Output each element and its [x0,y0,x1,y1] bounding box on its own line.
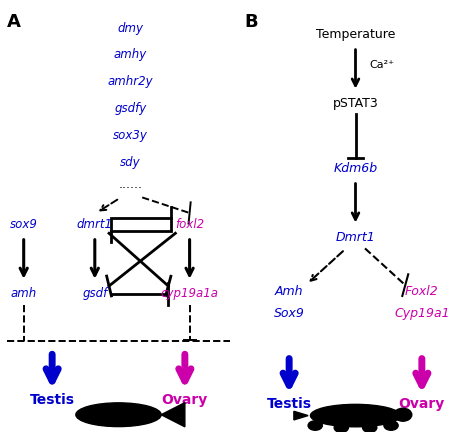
Text: sdy: sdy [120,156,141,168]
Text: B: B [244,13,258,31]
Text: Dmrt1: Dmrt1 [336,231,375,244]
Text: dmy: dmy [118,22,143,35]
Text: Ovary: Ovary [399,397,445,411]
Text: Cyp19a1: Cyp19a1 [394,307,450,320]
Text: amh: amh [10,287,37,300]
Text: gsdfy: gsdfy [114,102,146,115]
Text: pSTAT3: pSTAT3 [333,97,378,110]
Text: sox3y: sox3y [113,129,148,142]
Text: A: A [7,13,21,31]
Text: gsdf: gsdf [82,287,108,300]
Ellipse shape [334,423,348,432]
Text: Sox9: Sox9 [273,307,305,320]
Ellipse shape [384,421,398,430]
Text: amhr2y: amhr2y [108,75,153,88]
Text: Testis: Testis [267,397,311,411]
Ellipse shape [76,403,161,427]
Ellipse shape [363,423,377,432]
Ellipse shape [394,408,412,421]
Polygon shape [161,403,185,427]
Text: Foxl2: Foxl2 [405,285,439,298]
Ellipse shape [308,421,322,430]
Text: Ovary: Ovary [162,393,208,407]
Text: sox9: sox9 [10,218,37,231]
Text: ......: ...... [118,178,142,191]
Polygon shape [294,411,308,420]
Text: Kdm6b: Kdm6b [333,162,378,175]
Ellipse shape [310,404,401,427]
Text: Amh: Amh [275,285,303,298]
Text: Temperature: Temperature [316,28,395,41]
Text: cyp19a1a: cyp19a1a [161,287,219,300]
Text: foxl2: foxl2 [175,218,204,231]
Text: Ca²⁺: Ca²⁺ [370,60,395,70]
Text: dmrt1: dmrt1 [77,218,113,231]
Text: amhy: amhy [114,48,147,61]
Text: Testis: Testis [30,393,74,407]
